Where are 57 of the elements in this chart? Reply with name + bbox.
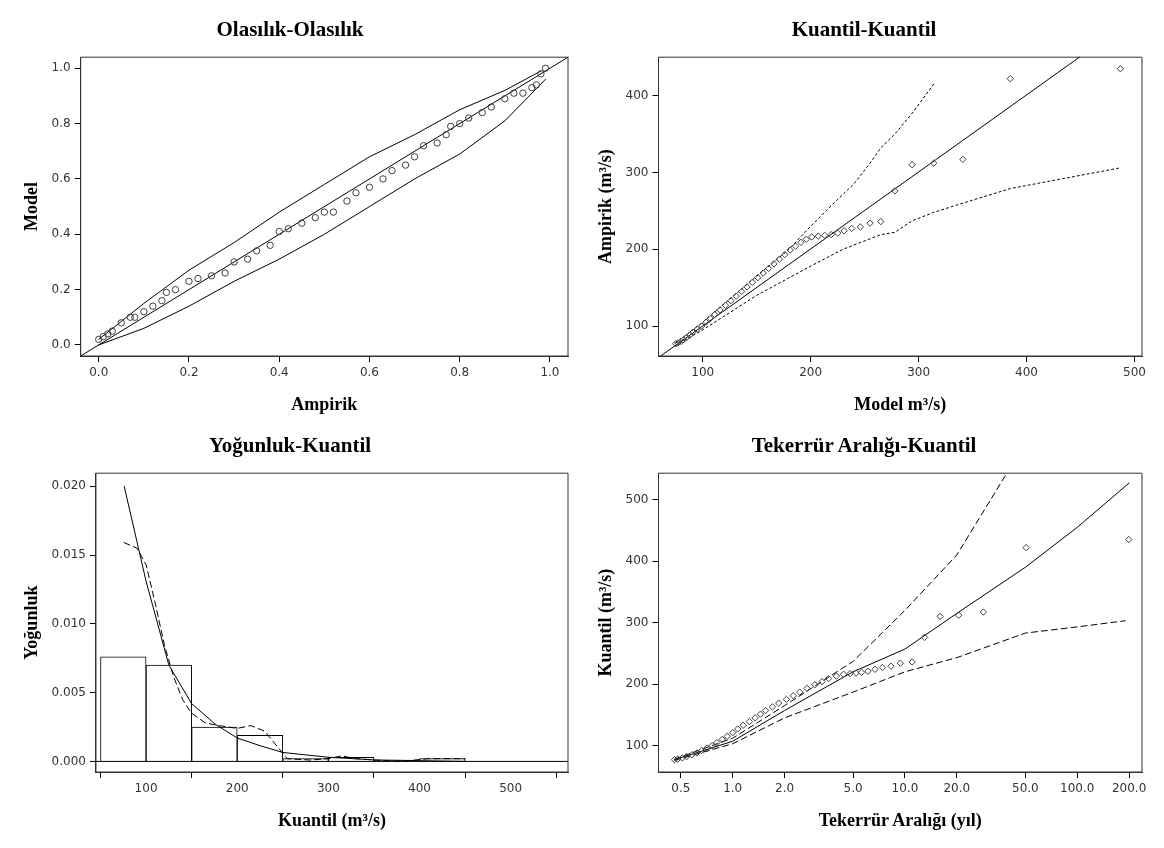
y-tick-label: 0.2 [51,281,71,296]
y-tick-label: 200 [625,241,649,256]
y-tick-label: 0.000 [51,753,86,768]
x-tick-label: 300 [316,781,340,796]
y-axis-title: Kuantil (m³/s) [595,568,617,677]
y-axis-title: Model [21,182,42,232]
y-tick-label: 100 [625,737,649,752]
y-tick-label: 0.020 [51,478,86,493]
y-tick-label: 0.8 [51,115,71,130]
y-tick-label: 300 [625,164,649,179]
x-tick-label: 2.0 [775,781,795,796]
x-tick-label: 400 [1015,365,1038,380]
y-tick-label: 300 [625,614,649,629]
y-tick-label: 400 [625,553,649,568]
y-tick-label: 500 [625,491,649,506]
chart-title: Tekerrür Aralığı-Kuantil [751,433,977,458]
y-tick-label: 0.015 [51,547,86,562]
x-axis-title: Tekerrür Aralığı (yıl) [818,809,982,831]
y-tick-label: 200 [625,676,649,691]
y-tick-label: 0.005 [51,684,86,699]
y-tick-label: 0.6 [51,171,71,186]
x-tick-label: 0.2 [179,365,199,380]
y-axis-title: Ampirik (m³/s) [595,149,617,265]
x-tick-label: 200 [799,365,823,380]
y-tick-label: 1.0 [51,60,71,75]
x-tick-label: 200.0 [1111,781,1147,796]
x-tick-label: 200 [225,781,249,796]
x-tick-label: 0.5 [671,781,691,796]
x-tick-label: 1.0 [540,365,560,380]
x-axis-title: Kuantil (m³/s) [278,809,386,831]
x-tick-label: 0.6 [359,365,380,380]
x-tick-label: 100 [691,365,715,380]
x-axis-title: Ampirik [291,393,358,414]
x-tick-label: 0.8 [450,365,470,380]
y-tick-label: 100 [625,318,649,333]
x-tick-label: 100.0 [1060,781,1095,796]
y-tick-label: 0.010 [51,615,86,630]
x-tick-label: 10.0 [891,781,919,796]
x-tick-label: 50.0 [1012,781,1039,796]
chart-title: Yoğunluk-Kuantil [208,433,372,458]
x-tick-label: 5.0 [843,781,863,796]
y-tick-label: 0.4 [51,226,71,241]
x-tick-label: 20.0 [943,781,971,796]
chart-title: Olasılık-Olasılık [216,17,364,42]
y-axis-title: Yoğunluk [21,585,42,660]
x-tick-label: 0.4 [269,365,289,380]
x-axis-title: Model m³/s) [854,393,947,415]
x-tick-label: 0.0 [89,365,109,380]
x-tick-label: 1.0 [723,781,743,796]
x-tick-label: 400 [408,781,431,796]
x-tick-label: 300 [907,365,931,380]
x-tick-label: 500 [499,781,523,796]
chart-title: Kuantil-Kuantil [791,17,937,42]
y-tick-label: 400 [625,87,649,102]
x-tick-label: 500 [1122,365,1146,380]
x-tick-label: 100 [134,781,158,796]
y-tick-label: 0.0 [51,337,71,352]
